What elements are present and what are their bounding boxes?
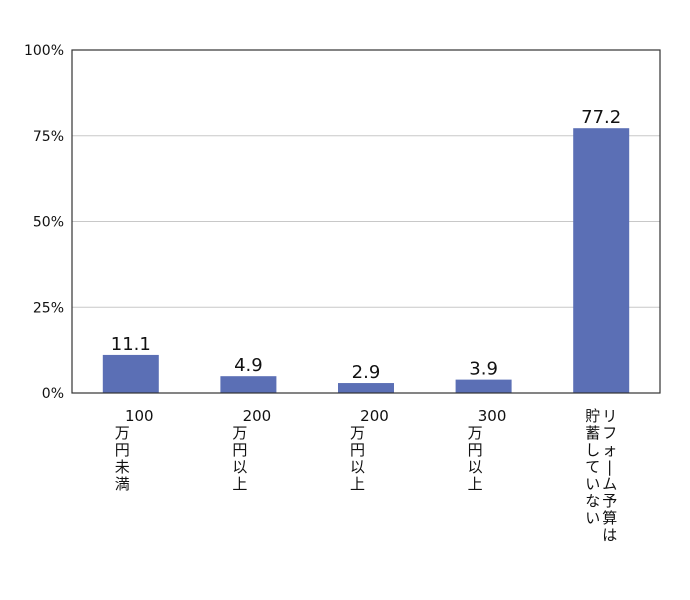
svg-text:万: 万: [468, 424, 483, 442]
svg-text:以: 以: [232, 458, 247, 476]
svg-text:円: 円: [350, 441, 365, 459]
svg-text:円: 円: [232, 441, 247, 459]
bar: [455, 379, 512, 393]
svg-text:ォ: ォ: [602, 441, 617, 459]
y-tick-label: 25%: [33, 300, 64, 316]
svg-text:以: 以: [468, 458, 483, 476]
svg-text:貯: 貯: [585, 407, 600, 425]
svg-text:|: |: [607, 458, 612, 476]
bar: [102, 354, 159, 393]
svg-text:ム: ム: [602, 475, 617, 493]
svg-text:200: 200: [360, 407, 389, 425]
svg-text:し: し: [585, 441, 600, 459]
svg-text:万: 万: [115, 424, 130, 442]
y-tick-label: 50%: [33, 215, 64, 231]
data-label: 2.9: [352, 362, 381, 383]
svg-text:蓄: 蓄: [585, 424, 600, 442]
data-label: 4.9: [234, 355, 263, 376]
y-tick-label: 0%: [42, 386, 64, 402]
svg-text:フ: フ: [602, 424, 617, 442]
svg-text:い: い: [585, 475, 600, 493]
y-tick-label: 100%: [24, 43, 64, 59]
svg-text:て: て: [585, 458, 600, 476]
bar: [573, 128, 630, 394]
svg-text:円: 円: [115, 441, 130, 459]
svg-text:万: 万: [232, 424, 247, 442]
bar: [338, 383, 394, 393]
svg-text:上: 上: [468, 475, 483, 493]
svg-text:な: な: [585, 492, 600, 510]
svg-text:満: 満: [115, 475, 130, 493]
bar: [220, 376, 277, 393]
svg-text:300: 300: [478, 407, 507, 425]
y-tick-label: 75%: [33, 129, 64, 145]
svg-text:以: 以: [350, 458, 365, 476]
svg-text:い: い: [585, 509, 600, 527]
svg-text:算: 算: [602, 509, 617, 527]
plot-frame: [71, 49, 661, 394]
svg-text:万: 万: [350, 424, 365, 442]
svg-text:リ: リ: [602, 407, 617, 425]
svg-text:100: 100: [125, 407, 154, 425]
data-label: 11.1: [111, 334, 151, 355]
svg-text:は: は: [602, 526, 617, 544]
data-label: 77.2: [581, 107, 621, 128]
data-label: 3.9: [469, 359, 498, 380]
svg-text:未: 未: [115, 458, 130, 476]
svg-text:200: 200: [243, 407, 272, 425]
svg-text:上: 上: [232, 475, 247, 493]
svg-text:予: 予: [602, 492, 617, 510]
svg-text:円: 円: [468, 441, 483, 459]
svg-text:上: 上: [350, 475, 365, 493]
